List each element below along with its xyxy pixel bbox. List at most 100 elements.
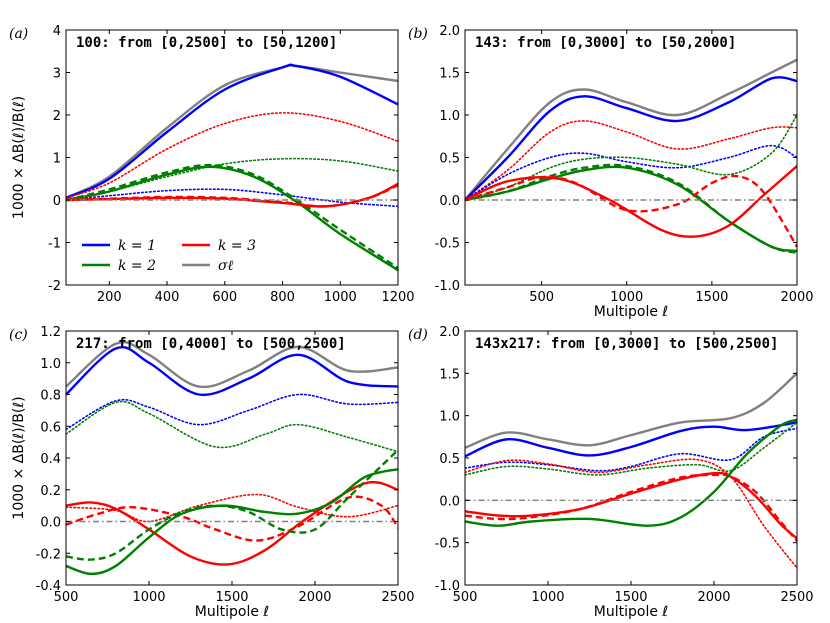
chart-3-series-sigma <box>465 372 797 449</box>
chart-0-ylabel: 1000 × ΔB(ℓ)/B(ℓ) <box>11 96 27 219</box>
chart-1-panel-label: (b) <box>408 26 428 42</box>
chart-1-xtick-label: 1500 <box>695 290 728 305</box>
chart-0-ytick-label: 2 <box>53 109 61 124</box>
chart-0-xtick-label: 400 <box>155 290 180 305</box>
chart-2-series-k2-solid <box>66 467 398 576</box>
chart-1-ytick-label: -1.0 <box>435 279 460 294</box>
chart-1-series-sigma <box>465 58 797 201</box>
chart-2-series-group <box>66 341 398 576</box>
chart-0-series-k2-solid <box>66 165 398 272</box>
chart-0-ytick-label: 4 <box>53 24 61 39</box>
chart-2-ytick-label: 0.8 <box>40 389 61 404</box>
chart-0-xtick-label: 200 <box>97 290 122 305</box>
chart-0-title: 100: from [0,2500] to [50,1200] <box>76 35 337 51</box>
chart-0-xtick-label: 600 <box>212 290 237 305</box>
chart-0-legend-label: σℓ <box>218 258 234 274</box>
chart-0-xtick-label: 1200 <box>381 290 414 305</box>
chart-2-series-sigma <box>66 341 398 389</box>
chart-3-series-group <box>465 372 797 569</box>
chart-2-ytick-label: 0.6 <box>40 420 61 435</box>
chart-0-ytick-label: 0 <box>53 194 61 209</box>
panel-a: 200 400 600 800 1000 1200 -2 -1 0 1 2 3 4 100: from [… <box>9 24 415 305</box>
panel-c: 500 1000 1500 2000 2500 -0.4 -0.2 0.0 0.2 0.4 0.6 0… <box>9 325 415 620</box>
chart-3-ytick-label: 1.0 <box>439 410 460 425</box>
chart-3-title: 143x217: from [0,3000] to [500,2500] <box>475 336 778 352</box>
chart-2-frame <box>65 330 399 586</box>
chart-1-series-k1-dotted <box>465 144 797 201</box>
chart-3-xtick-label: 1500 <box>614 590 647 605</box>
chart-1-ytick-label: 2.0 <box>439 24 460 39</box>
chart-0-series-k3-solid <box>66 182 398 208</box>
chart-1-xtick-label: 2000 <box>780 290 813 305</box>
chart-2-xtick-label: 1000 <box>132 590 165 605</box>
chart-2-series-k1-solid <box>66 346 398 397</box>
chart-2-ytick-label: 0.0 <box>40 516 61 531</box>
chart-0-series-sigma <box>66 64 398 199</box>
chart-1-xtick-label: 500 <box>529 290 554 305</box>
chart-0-legend-label: k = 2 <box>118 258 156 274</box>
chart-1-title: 143: from [0,3000] to [50,2000] <box>475 35 736 51</box>
chart-0-xtick-label: 800 <box>270 290 295 305</box>
chart-0-legend-label: k = 3 <box>218 238 256 254</box>
chart-1-series-k1-solid <box>465 76 797 201</box>
chart-3-series-k1-dotted <box>465 427 797 472</box>
chart-2-xtick-label: 2500 <box>381 590 414 605</box>
chart-3-ytick-label: 1.5 <box>439 367 460 382</box>
chart-0-series-k1-solid <box>66 63 398 199</box>
chart-3-xtick-label: 500 <box>453 590 478 605</box>
panel-d: 500 1000 1500 2000 2500 -1.0 -0.5 0.0 0.5 1.0 1.5 2… <box>408 325 814 620</box>
chart-3-xtick-label: 2500 <box>780 590 813 605</box>
chart-0-series-k2-dashed <box>66 163 398 270</box>
chart-1-xtick-label: 1000 <box>610 290 643 305</box>
chart-0-ytick-label: 1 <box>53 152 61 167</box>
chart-0-series-k3-dotted <box>66 112 398 199</box>
chart-1-series-k2-solid <box>465 165 797 253</box>
chart-2-series-k2-dotted <box>66 400 398 453</box>
chart-0-series-k1-dotted <box>66 188 398 208</box>
chart-3-panel-label: (d) <box>408 327 428 343</box>
chart-2-series-k1-dotted <box>66 393 398 431</box>
chart-1-ytick-label: 1.0 <box>439 109 460 124</box>
chart-3-series-k2-solid <box>465 418 797 527</box>
chart-3-series-k2-dotted <box>465 421 797 476</box>
chart-0-series-group <box>66 63 398 272</box>
chart-3-series-k3-solid <box>465 471 797 540</box>
chart-2-ylabel: 1000 × ΔB(ℓ)/B(ℓ) <box>11 396 27 519</box>
chart-0-ytick-label: -2 <box>48 279 61 294</box>
chart-2-xtick-label: 1500 <box>215 590 248 605</box>
chart-3-ytick-label: -0.5 <box>435 537 460 552</box>
chart-2-ytick-label: 1.0 <box>40 357 61 372</box>
chart-2-ytick-label: 1.2 <box>40 325 61 340</box>
chart-3-series-k3-dashed <box>465 473 797 542</box>
chart-2-ytick-label: 0.2 <box>40 484 61 499</box>
panel-b: 500 1000 1500 2000 -1.0 -0.5 0.0 0.5 1.0 1.5 2.0 14… <box>408 24 814 320</box>
chart-3-xtick-label: 2000 <box>697 590 730 605</box>
chart-3-ytick-label: 0.0 <box>439 494 460 509</box>
chart-2-ytick-label: -0.2 <box>36 547 61 562</box>
chart-3-series-k1-solid <box>465 421 797 458</box>
chart-1-series-k2-dotted <box>465 114 797 201</box>
chart-3-frame <box>464 330 798 586</box>
chart-3-ytick-label: 2.0 <box>439 325 460 340</box>
chart-0-legend-label: k = 1 <box>118 238 156 254</box>
chart-1-ytick-label: -0.5 <box>435 237 460 252</box>
chart-2-ytick-label: -0.4 <box>36 579 61 594</box>
chart-2-xtick-label: 500 <box>54 590 79 605</box>
chart-0-ytick-label: 3 <box>53 67 61 82</box>
chart-1-ytick-label: 0.0 <box>439 194 460 209</box>
chart-2-ytick-label: 0.4 <box>40 452 61 467</box>
chart-0-xtick-label: 1000 <box>324 290 357 305</box>
chart-1-ytick-label: 1.5 <box>439 67 460 82</box>
chart-2-series-k2-dashed <box>66 449 398 561</box>
chart-0-panel-label: (a) <box>9 26 28 42</box>
chart-0-legend: k = 1 k = 3 k = 2 σℓ <box>82 238 256 274</box>
chart-1-ytick-label: 0.5 <box>439 152 460 167</box>
chart-2-series-k3-solid <box>66 481 398 566</box>
chart-2-panel-label: (c) <box>9 327 28 343</box>
chart-1-series-k3-dotted <box>465 120 797 201</box>
chart-3-xlabel: Multipole ℓ <box>594 604 668 620</box>
chart-2-series-k3-dashed <box>66 495 398 542</box>
chart-3-ytick-label: -1.0 <box>435 579 460 594</box>
chart-2-title: 217: from [0,4000] to [500,2500] <box>76 336 346 352</box>
